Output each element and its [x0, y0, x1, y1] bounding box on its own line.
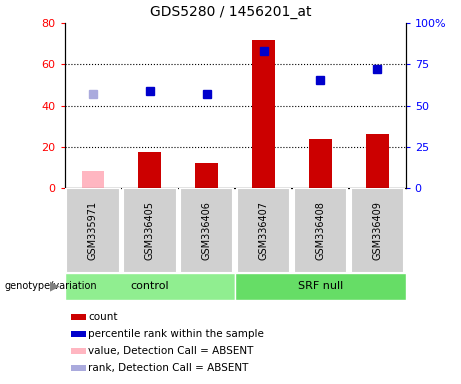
- Text: ▶: ▶: [50, 280, 60, 293]
- Bar: [309, 139, 332, 188]
- Bar: [180, 188, 233, 273]
- Bar: [294, 188, 347, 273]
- Text: genotype/variation: genotype/variation: [5, 281, 97, 291]
- Text: GSM336409: GSM336409: [372, 201, 382, 260]
- Bar: [123, 188, 177, 273]
- Bar: [71, 331, 86, 337]
- Bar: [71, 348, 86, 354]
- Text: SRF null: SRF null: [298, 281, 343, 291]
- Text: count: count: [88, 312, 118, 322]
- Text: GDS5280 / 1456201_at: GDS5280 / 1456201_at: [150, 5, 311, 18]
- Bar: [235, 273, 406, 300]
- Bar: [65, 273, 235, 300]
- Bar: [71, 365, 86, 371]
- Text: rank, Detection Call = ABSENT: rank, Detection Call = ABSENT: [88, 363, 248, 373]
- Bar: [366, 134, 389, 188]
- Bar: [350, 188, 404, 273]
- Bar: [195, 164, 218, 188]
- Bar: [237, 188, 290, 273]
- Bar: [252, 40, 275, 188]
- Bar: [71, 314, 86, 320]
- Text: percentile rank within the sample: percentile rank within the sample: [88, 329, 264, 339]
- Bar: [138, 152, 161, 188]
- Text: GSM336408: GSM336408: [315, 201, 325, 260]
- Text: GSM336406: GSM336406: [201, 201, 212, 260]
- Text: value, Detection Call = ABSENT: value, Detection Call = ABSENT: [88, 346, 254, 356]
- Text: GSM336405: GSM336405: [145, 201, 155, 260]
- Text: control: control: [130, 281, 169, 291]
- Text: GSM335971: GSM335971: [88, 201, 98, 260]
- Bar: [66, 188, 120, 273]
- Text: GSM336407: GSM336407: [259, 201, 269, 260]
- Bar: [82, 170, 104, 188]
